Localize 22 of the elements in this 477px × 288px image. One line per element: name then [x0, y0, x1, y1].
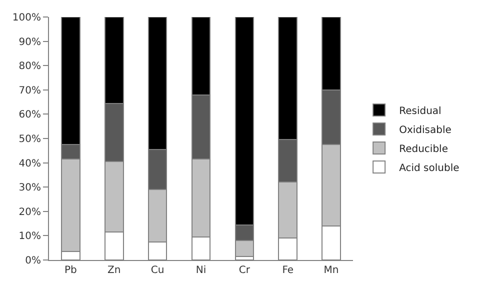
y-tick-label: 90%	[18, 36, 41, 48]
legend-label: Residual	[399, 106, 442, 117]
y-tick-label: 50%	[18, 134, 41, 145]
y-tick-label: 70%	[18, 85, 41, 96]
y-tick-label: 40%	[18, 158, 41, 170]
x-tick-label: Pb	[64, 265, 77, 276]
y-tick-label: 20%	[18, 206, 41, 218]
x-tick-label: Cr	[238, 265, 251, 276]
y-tick-label: 10%	[18, 231, 41, 242]
y-tick-label: 100%	[12, 12, 41, 24]
y-tick-label: 0%	[25, 256, 41, 266]
y-tick-label: 30%	[18, 182, 41, 194]
y-tick-label: 60%	[18, 110, 41, 121]
legend-label: Oxidisable	[399, 124, 452, 136]
x-tick-label: Mn	[324, 265, 339, 276]
x-tick-label: Ni	[196, 265, 206, 276]
x-tick-label: Zn	[108, 265, 121, 276]
x-tick-label: Fe	[282, 265, 294, 276]
x-tick-label: Cu	[150, 265, 164, 276]
y-tick-label: 80%	[18, 61, 41, 72]
legend-label: Acid soluble	[399, 162, 460, 174]
legend-label: Reducible	[399, 144, 448, 155]
